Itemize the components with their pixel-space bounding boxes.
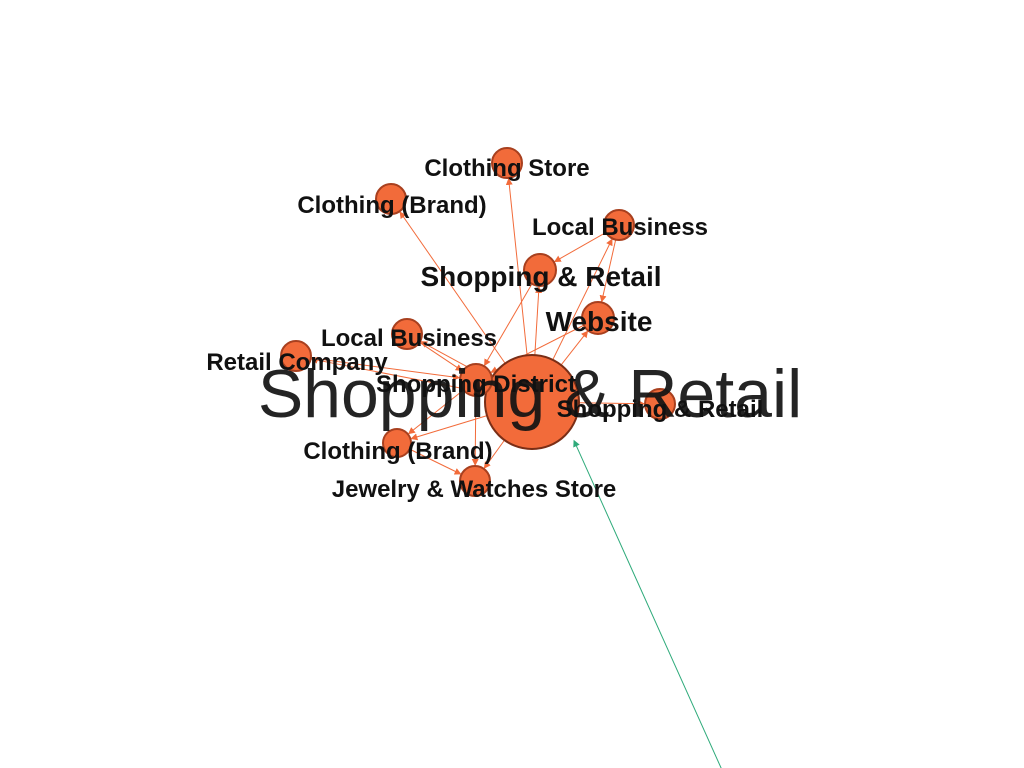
edge-hub-to-retail-company xyxy=(310,356,486,394)
node-shopping-retail-3[interactable] xyxy=(644,388,676,420)
node-label-shopping-retail-3: Shopping & Retail xyxy=(557,396,764,423)
edge-retail-company-to-shopping-district xyxy=(310,357,461,381)
labels-layer: Shopping & Retail Clothing Store Clothing … xyxy=(206,155,802,503)
node-shopping-district[interactable] xyxy=(459,363,493,397)
edge-hub-to-jewelry-store xyxy=(483,439,505,469)
edge-hub-to-local-business-1 xyxy=(552,238,613,361)
edge-local-business-1-to-shopping-retail-2 xyxy=(553,231,607,263)
node-label-clothing-store: Clothing Store xyxy=(424,155,589,182)
node-label-jewelry-store: Jewelry & Watches Store xyxy=(332,476,617,503)
edge-shopping-retail-2-to-shopping-district xyxy=(484,283,533,367)
node-label-clothing-brand-2: Clothing (Brand) xyxy=(303,438,492,465)
node-label-shopping-retail-2: Shopping & Retail xyxy=(420,261,661,292)
edge-local-business-1-to-website xyxy=(599,239,617,303)
edge-shopping-district-to-clothing-brand-2 xyxy=(407,389,464,435)
node-label-shopping-district: Shopping District xyxy=(376,371,576,398)
node-local-business-2[interactable] xyxy=(391,318,423,350)
node-local-business-1[interactable] xyxy=(603,209,635,241)
edge-hub-to-shopping-retail-2 xyxy=(534,285,543,356)
node-website[interactable] xyxy=(581,301,615,335)
edge-hub-to-clothing-brand-2 xyxy=(410,415,488,441)
nodes-layer xyxy=(280,147,676,497)
node-retail-company[interactable] xyxy=(280,340,312,372)
node-label-local-business-2: Local Business xyxy=(321,325,497,352)
node-label-retail-company: Retail Company xyxy=(206,349,388,376)
edge-hub-to-website xyxy=(560,330,589,366)
node-clothing-store[interactable] xyxy=(491,147,523,179)
external-incoming-edge xyxy=(573,439,722,768)
node-label-website: Website xyxy=(546,306,653,337)
edge-hub-to-clothing-brand-1 xyxy=(399,211,506,364)
node-label-clothing-brand-1: Clothing (Brand) xyxy=(297,192,486,219)
node-clothing-brand-2[interactable] xyxy=(382,428,412,458)
node-label-local-business-1: Local Business xyxy=(532,214,708,241)
edge-shopping-district-to-jewelry-store xyxy=(471,395,479,467)
node-label-hub: Shopping & Retail xyxy=(258,356,802,432)
edge-clothing-brand-2-to-jewelry-store xyxy=(409,448,462,475)
edge-hub-to-shopping-retail-3 xyxy=(578,400,646,408)
node-shopping-retail-2[interactable] xyxy=(523,253,557,287)
edge-hub-to-clothing-store xyxy=(505,177,528,356)
node-clothing-brand-1[interactable] xyxy=(375,183,407,215)
edge-local-business-2-to-shopping-district xyxy=(419,341,463,372)
node-hub[interactable] xyxy=(484,354,580,450)
node-jewelry-store[interactable] xyxy=(459,465,491,497)
